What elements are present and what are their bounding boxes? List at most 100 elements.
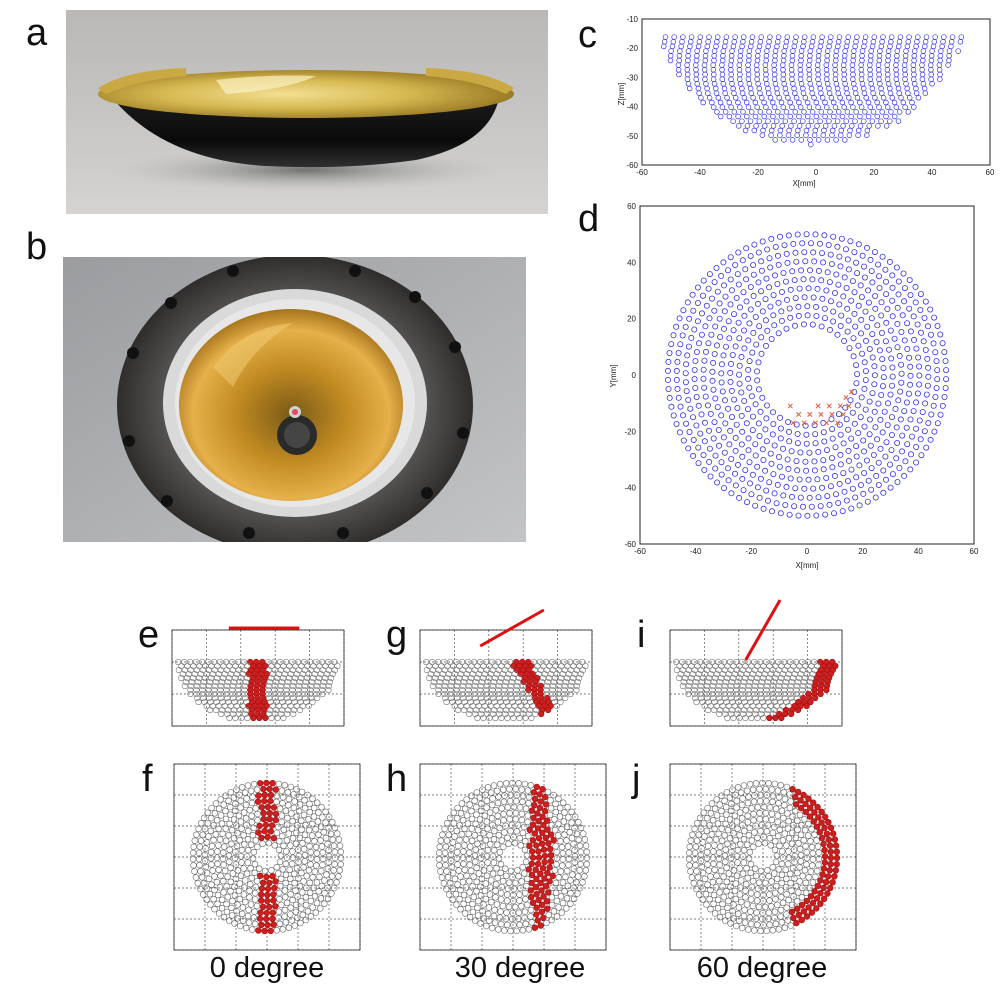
- side-view-point: [777, 674, 785, 682]
- top-view-point: [801, 816, 808, 823]
- top-view-point: [745, 855, 753, 862]
- top-view-point: [518, 903, 525, 910]
- side-view-point: [739, 666, 746, 674]
- top-view-red-point: [827, 854, 835, 862]
- top-view-red-point: [547, 858, 555, 865]
- side-view-point: [429, 682, 436, 690]
- chart-d-point: [728, 455, 735, 462]
- top-view-point: [278, 818, 285, 826]
- side-view-point: [496, 694, 503, 702]
- chart-c-point: [865, 99, 872, 106]
- top-view-red-point: [267, 828, 275, 835]
- chart-d-point: [917, 329, 924, 336]
- chart-c-point: [770, 99, 776, 106]
- chart-c-point: [752, 113, 759, 120]
- top-view-point: [576, 867, 583, 874]
- top-view-point: [292, 887, 299, 894]
- chart-d-point: [786, 305, 793, 312]
- top-view-point: [337, 848, 345, 856]
- top-view-point: [236, 895, 244, 903]
- top-view-point: [275, 780, 283, 788]
- top-view-point: [302, 894, 310, 901]
- chart-c-point: [857, 123, 864, 129]
- side-view-point: [526, 706, 534, 714]
- top-view-point: [502, 915, 510, 922]
- side-view-point: [184, 674, 191, 682]
- chart-d-point: [838, 235, 845, 242]
- top-view-point: [225, 797, 232, 804]
- chart-c-point: [781, 137, 787, 143]
- chart-d-point: [820, 457, 827, 464]
- top-view-point: [324, 865, 332, 872]
- top-view-point: [750, 843, 757, 851]
- chart-d-point: [840, 440, 847, 447]
- side-view-point: [509, 674, 517, 682]
- chart-d-red-x-marker: [840, 411, 846, 417]
- side-view-point: [502, 694, 509, 702]
- top-view-point: [697, 851, 705, 858]
- top-view-point: [293, 786, 300, 793]
- top-view-point: [739, 821, 746, 829]
- top-view-point: [734, 784, 742, 791]
- top-view-point: [775, 799, 782, 807]
- top-view-point: [521, 780, 529, 788]
- panel-label-f: f: [142, 758, 153, 800]
- top-view-point: [741, 919, 749, 926]
- chart-c-point: [735, 99, 741, 106]
- chart-d-point: [718, 412, 725, 419]
- top-view-points: [189, 779, 345, 935]
- chart-d-point: [927, 306, 934, 313]
- chart-d-point: [706, 427, 713, 434]
- top-view-point: [276, 920, 284, 928]
- top-view-red-point: [529, 854, 537, 861]
- top-view-point: [769, 863, 776, 871]
- chart-d-point: [837, 263, 844, 270]
- top-view-point: [231, 892, 239, 899]
- top-view-point: [522, 896, 529, 903]
- top-view-point: [552, 808, 560, 816]
- chart-c-point: [719, 104, 726, 110]
- top-view-point: [809, 850, 817, 857]
- top-view-point: [276, 889, 283, 897]
- side-view-point: [785, 670, 792, 678]
- top-view-point: [251, 896, 259, 903]
- top-view-point: [329, 836, 337, 843]
- top-view-point: [732, 836, 740, 844]
- chart-d-point: [791, 322, 798, 329]
- side-view-point: [805, 666, 812, 674]
- chart-d-point: [898, 379, 905, 386]
- chart-d-point: [924, 382, 931, 389]
- top-view-point: [313, 850, 321, 857]
- chart-d-point: [859, 350, 866, 357]
- side-view-point: [769, 686, 776, 694]
- top-view-point: [286, 866, 293, 873]
- top-view-point: [309, 904, 316, 911]
- side-view-point: [266, 710, 273, 718]
- top-view-point: [196, 843, 203, 850]
- top-view-grid: [669, 763, 857, 951]
- chart-d-point: [931, 428, 938, 435]
- side-view-point: [776, 678, 783, 686]
- side-view-point: [746, 706, 754, 714]
- top-view-red-point: [264, 921, 271, 929]
- top-view-red-point: [267, 927, 274, 935]
- chart-c-point: [722, 109, 729, 115]
- side-view-point: [507, 686, 514, 694]
- top-view-red-point: [538, 887, 545, 894]
- top-view-point: [802, 889, 810, 897]
- top-view-point: [306, 842, 313, 850]
- top-view-point: [223, 900, 230, 908]
- chart-d-point: [814, 285, 821, 292]
- top-view-point: [282, 807, 290, 814]
- top-view-point: [223, 908, 231, 916]
- side-view-point: [205, 682, 213, 690]
- chart-d-point: [884, 421, 891, 428]
- top-view-point: [442, 843, 449, 850]
- top-view-point: [706, 895, 713, 903]
- side-view-point: [693, 698, 700, 706]
- side-view-point: [199, 686, 206, 694]
- side-view-point: [501, 690, 508, 698]
- top-view-point: [189, 849, 197, 857]
- chart-c-point: [767, 34, 773, 40]
- side-view-point: [759, 674, 767, 682]
